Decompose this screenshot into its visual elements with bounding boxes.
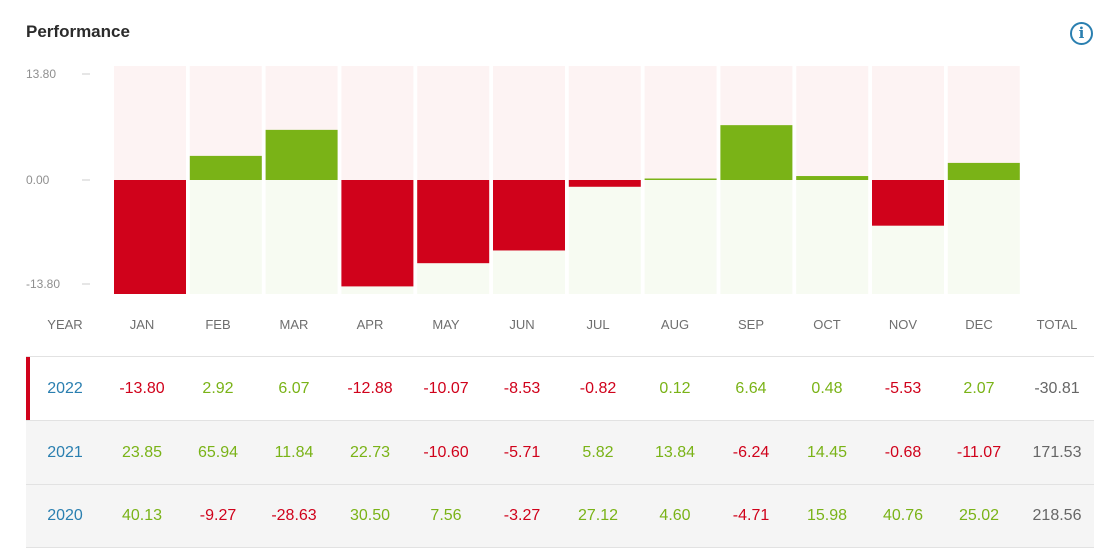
- month-value: 14.45: [806, 443, 848, 461]
- column-header-nov: NOV: [889, 317, 918, 332]
- month-value: -5.53: [884, 379, 922, 397]
- month-value: -28.63: [271, 507, 317, 524]
- month-value: -0.68: [884, 443, 922, 461]
- bar-bg-lower: [796, 180, 869, 294]
- month-value: -10.60: [423, 443, 469, 461]
- bar-bg-lower: [189, 180, 262, 294]
- bar-bg-lower: [568, 180, 641, 294]
- bar-nov: [872, 180, 944, 226]
- bar-may: [417, 180, 490, 264]
- column-header-apr: APR: [357, 317, 384, 332]
- month-value: -13.80: [119, 379, 165, 397]
- bar-jun: [493, 180, 565, 251]
- performance-chart: 13.80 0.00 -13.80 YEAR JAN FEB MAR APR MAY JUN JUL…: [26, 66, 1078, 332]
- month-value: -11.07: [956, 443, 1002, 461]
- bar-bg-upper: [872, 66, 944, 180]
- total-value: 171.53: [1032, 443, 1082, 461]
- month-value: 40.13: [121, 507, 163, 524]
- bar-jan: [114, 180, 186, 294]
- bar-bg-lower: [720, 180, 793, 294]
- month-value: 6.07: [278, 379, 310, 397]
- column-header-jul: JUL: [586, 317, 609, 332]
- bar-bg-upper: [947, 66, 1020, 180]
- bar-bg-lower: [265, 180, 338, 294]
- month-value: 7.56: [430, 507, 462, 524]
- month-value: 30.50: [349, 507, 391, 524]
- month-value: -10.07: [423, 379, 469, 397]
- month-value: -6.24: [732, 443, 770, 461]
- page-title: Performance: [26, 22, 130, 41]
- bar-bg-upper: [796, 66, 869, 180]
- column-header-mar: MAR: [280, 317, 309, 332]
- bar-feb: [189, 155, 262, 180]
- month-value: 6.64: [735, 379, 767, 397]
- bar-bg-upper: [644, 66, 717, 180]
- month-value: 27.12: [577, 507, 619, 524]
- year-link[interactable]: 2021: [47, 443, 83, 461]
- table-row[interactable]: 2022 -13.80 2.92 6.07 -12.88 -10.07 -8.53 -0.82…: [26, 356, 1094, 420]
- info-icon[interactable]: i: [1070, 22, 1093, 45]
- column-header-feb: FEB: [205, 317, 230, 332]
- column-header-aug: AUG: [661, 317, 689, 332]
- month-value: -3.27: [503, 507, 541, 524]
- column-header-sep: SEP: [738, 317, 764, 332]
- bar-bg-upper: [341, 66, 414, 180]
- bar-bg-upper: [568, 66, 641, 180]
- table-row[interactable]: 2021 23.85 65.94 11.84 22.73 -10.60 -5.71 5.82 1…: [26, 420, 1094, 484]
- y-tick-label: 0.00: [26, 173, 50, 187]
- bar-aug: [644, 178, 717, 180]
- month-value: 23.85: [121, 443, 163, 461]
- month-value: -8.53: [503, 379, 541, 397]
- month-value: -12.88: [347, 379, 393, 397]
- month-value: 25.02: [958, 507, 1000, 524]
- month-value: 5.82: [582, 443, 614, 461]
- bar-bg-lower: [644, 180, 717, 294]
- column-header-year: YEAR: [47, 317, 82, 332]
- total-value: -30.81: [1034, 379, 1080, 397]
- y-tick-label: 13.80: [26, 67, 56, 81]
- bar-jul: [568, 180, 641, 187]
- column-header-may: MAY: [432, 317, 460, 332]
- bar-oct: [796, 176, 869, 180]
- performance-table: 2022 -13.80 2.92 6.07 -12.88 -10.07 -8.53 -0.82…: [26, 356, 1094, 548]
- month-value: 13.84: [654, 443, 696, 461]
- bar-bg-upper: [493, 66, 565, 180]
- bar-bg-upper: [417, 66, 490, 180]
- month-value: 0.12: [659, 379, 691, 397]
- year-link[interactable]: 2020: [47, 507, 83, 524]
- month-value: 11.84: [274, 443, 314, 461]
- month-value: 4.60: [659, 507, 691, 524]
- y-tick-label: -13.80: [26, 277, 60, 291]
- month-value: 0.48: [811, 379, 843, 397]
- bar-mar: [265, 129, 338, 180]
- table-row[interactable]: 2020 40.13 -9.27 -28.63 30.50 7.56 -3.27 27.12 4…: [26, 484, 1094, 548]
- month-value: 22.73: [349, 443, 391, 461]
- column-header-dec: DEC: [965, 317, 992, 332]
- month-value: 2.07: [963, 379, 995, 397]
- year-link[interactable]: 2022: [47, 379, 83, 397]
- column-header-jun: JUN: [509, 317, 534, 332]
- month-value: 40.76: [882, 507, 924, 524]
- total-value: 218.56: [1032, 507, 1082, 524]
- column-header-total: TOTAL: [1037, 317, 1078, 332]
- month-value: 15.98: [806, 507, 848, 524]
- column-header-jan: JAN: [130, 317, 155, 332]
- bar-apr: [341, 180, 414, 287]
- month-value: -5.71: [503, 443, 541, 461]
- bar-sep: [720, 125, 793, 180]
- bar-dec: [947, 162, 1020, 180]
- month-value: 65.94: [197, 443, 239, 461]
- bar-bg-upper: [114, 66, 186, 180]
- month-value: -9.27: [199, 507, 237, 524]
- month-value: 2.92: [202, 379, 234, 397]
- bar-bg-lower: [947, 180, 1020, 294]
- month-value: -0.82: [579, 379, 617, 397]
- column-header-oct: OCT: [813, 317, 841, 332]
- month-value: -4.71: [732, 507, 770, 524]
